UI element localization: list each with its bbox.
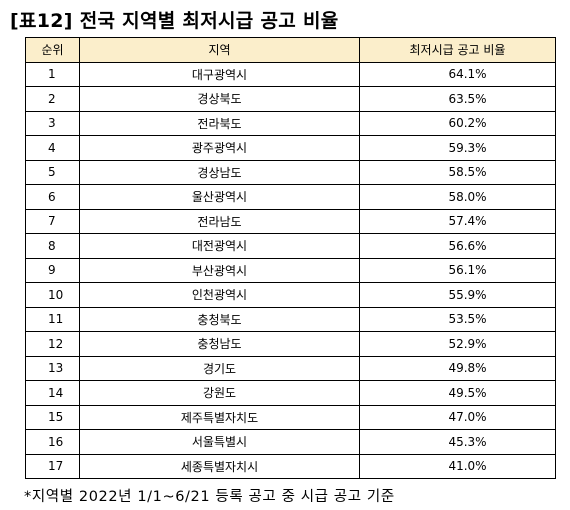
ratio-cell: 64.1% — [359, 61, 556, 87]
rank-cell: 12 — [25, 331, 80, 357]
ratio-cell: 60.2% — [359, 110, 556, 136]
rank-cell: 7 — [25, 208, 80, 234]
table-row: 1 대구광역시 64.1% — [25, 61, 556, 87]
table-row: 10 인천광역시 55.9% — [25, 282, 556, 308]
region-cell: 경상북도 — [79, 86, 360, 112]
rank-cell: 13 — [25, 355, 80, 381]
region-cell: 강원도 — [79, 380, 360, 406]
table-row: 13 경기도 49.8% — [25, 355, 556, 381]
ratio-cell: 56.6% — [359, 233, 556, 259]
region-cell: 인천광역시 — [79, 282, 360, 308]
ratio-cell: 56.1% — [359, 257, 556, 283]
rank-cell: 6 — [25, 184, 80, 210]
table-row: 3 전라북도 60.2% — [25, 110, 556, 136]
region-cell: 경상남도 — [79, 159, 360, 185]
ratio-cell: 58.0% — [359, 184, 556, 210]
region-cell: 전라북도 — [79, 110, 360, 136]
rank-cell: 2 — [25, 86, 80, 112]
table-header-row: 순위 지역 최저시급 공고 비율 — [25, 37, 556, 63]
table-row: 9 부산광역시 56.1% — [25, 257, 556, 283]
rank-cell: 11 — [25, 306, 80, 332]
ratio-cell: 55.9% — [359, 282, 556, 308]
table-row: 16 서울특별시 45.3% — [25, 429, 556, 455]
table-row: 6 울산광역시 58.0% — [25, 184, 556, 210]
regional-wage-table: 순위 지역 최저시급 공고 비율 1 대구광역시 64.1% 2 경상북도 63.5% 3 전… — [25, 37, 556, 479]
table-title: [표12] 전국 지역별 최저시급 공고 비율 — [10, 10, 339, 32]
rank-cell: 10 — [25, 282, 80, 308]
rank-cell: 3 — [25, 110, 80, 136]
table-row: 8 대전광역시 56.6% — [25, 233, 556, 259]
table-row: 15 제주특별자치도 47.0% — [25, 404, 556, 430]
rank-cell: 5 — [25, 159, 80, 185]
header-ratio: 최저시급 공고 비율 — [359, 37, 556, 63]
region-cell: 부산광역시 — [79, 257, 360, 283]
header-rank: 순위 — [25, 37, 80, 63]
region-cell: 전라남도 — [79, 208, 360, 234]
ratio-cell: 41.0% — [359, 453, 556, 479]
rank-cell: 1 — [25, 61, 80, 87]
table-row: 4 광주광역시 59.3% — [25, 135, 556, 161]
ratio-cell: 53.5% — [359, 306, 556, 332]
footnote: *지역별 2022년 1/1~6/21 등록 공고 중 시급 공고 기준 — [24, 489, 395, 505]
table-row: 11 충청북도 53.5% — [25, 306, 556, 332]
rank-cell: 14 — [25, 380, 80, 406]
table-row: 5 경상남도 58.5% — [25, 159, 556, 185]
rank-cell: 8 — [25, 233, 80, 259]
region-cell: 광주광역시 — [79, 135, 360, 161]
rank-cell: 4 — [25, 135, 80, 161]
table-row: 7 전라남도 57.4% — [25, 208, 556, 234]
region-cell: 경기도 — [79, 355, 360, 381]
header-region: 지역 — [79, 37, 360, 63]
rank-cell: 17 — [25, 453, 80, 479]
table-row: 17 세종특별자치시 41.0% — [25, 453, 556, 479]
region-cell: 대구광역시 — [79, 61, 360, 87]
region-cell: 충청북도 — [79, 306, 360, 332]
ratio-cell: 57.4% — [359, 208, 556, 234]
region-cell: 서울특별시 — [79, 429, 360, 455]
rank-cell: 9 — [25, 257, 80, 283]
ratio-cell: 58.5% — [359, 159, 556, 185]
table-row: 2 경상북도 63.5% — [25, 86, 556, 112]
rank-cell: 15 — [25, 404, 80, 430]
ratio-cell: 59.3% — [359, 135, 556, 161]
region-cell: 세종특별자치시 — [79, 453, 360, 479]
ratio-cell: 47.0% — [359, 404, 556, 430]
rank-cell: 16 — [25, 429, 80, 455]
table-row: 14 강원도 49.5% — [25, 380, 556, 406]
table-row: 12 충청남도 52.9% — [25, 331, 556, 357]
region-cell: 대전광역시 — [79, 233, 360, 259]
region-cell: 제주특별자치도 — [79, 404, 360, 430]
ratio-cell: 52.9% — [359, 331, 556, 357]
table-body: 1 대구광역시 64.1% 2 경상북도 63.5% 3 전라북도 60.2% 4 광주광역시 59.… — [25, 61, 556, 479]
region-cell: 울산광역시 — [79, 184, 360, 210]
region-cell: 충청남도 — [79, 331, 360, 357]
ratio-cell: 49.5% — [359, 380, 556, 406]
ratio-cell: 63.5% — [359, 86, 556, 112]
ratio-cell: 49.8% — [359, 355, 556, 381]
ratio-cell: 45.3% — [359, 429, 556, 455]
